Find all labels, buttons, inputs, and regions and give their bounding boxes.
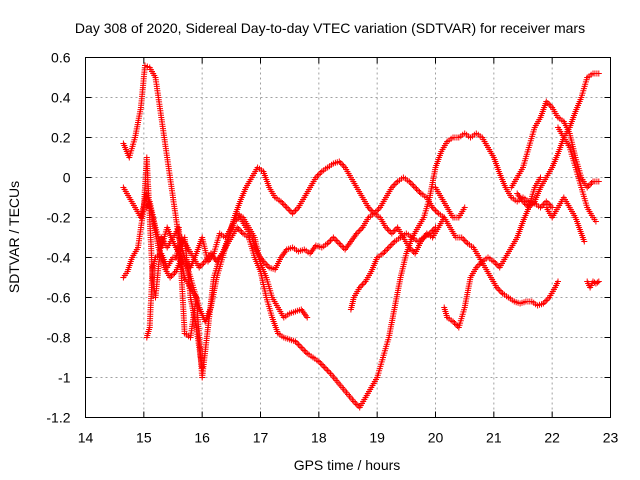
x-tick-label: 20	[428, 430, 444, 446]
series-track-6	[143, 234, 206, 371]
series-track-11	[432, 184, 468, 221]
x-tick-label: 23	[603, 430, 619, 446]
series-track-14	[584, 278, 602, 291]
data-point-markers	[432, 184, 468, 221]
y-tick-label: -0.2	[46, 210, 70, 226]
x-tick-label: 16	[194, 430, 210, 446]
chart-title: Day 308 of 2020, Sidereal Day-to-day VTE…	[75, 20, 585, 36]
series-track-5	[143, 198, 200, 301]
data-point-markers	[143, 234, 206, 371]
y-tick-label: -0.8	[46, 330, 70, 346]
data-point-markers	[508, 98, 602, 191]
series-track-10	[514, 70, 602, 211]
axis-ticks: 14 15 16 17 18 19 20 21 22 23 -1.2 -1 -0.8 -0.6 -0.4 -0…	[46, 50, 618, 446]
y-tick-label: -0.4	[46, 250, 70, 266]
data-point-markers	[514, 70, 602, 211]
x-tick-label: 17	[253, 430, 269, 446]
series-track-2	[120, 130, 556, 411]
y-tick-label: -1.2	[46, 410, 70, 426]
x-axis-label: GPS time / hours	[294, 457, 401, 473]
y-tick-label: 0	[63, 170, 71, 186]
series-track-8	[441, 174, 544, 331]
plot-frame	[85, 57, 611, 418]
series-track-4	[172, 210, 448, 273]
x-tick-label: 18	[311, 430, 327, 446]
data-point-markers	[441, 174, 544, 331]
series-track-7	[347, 224, 439, 313]
y-tick-label: 0.2	[51, 130, 71, 146]
data-plot	[120, 62, 602, 411]
x-tick-label: 19	[369, 430, 385, 446]
data-point-markers	[555, 124, 599, 225]
x-tick-label: 15	[136, 430, 152, 446]
y-tick-label: 0.6	[51, 50, 71, 66]
y-tick-label: -0.6	[46, 290, 70, 306]
series-track-13	[555, 124, 599, 225]
data-point-markers	[143, 198, 200, 301]
y-tick-label: -1	[58, 370, 71, 386]
x-tick-label: 21	[486, 430, 502, 446]
data-point-markers	[347, 224, 439, 313]
data-point-markers	[543, 194, 588, 245]
y-axis-label: SDTVAR / TECUs	[6, 181, 22, 293]
x-tick-label: 14	[78, 430, 94, 446]
series-track-12	[543, 194, 588, 245]
y-tick-label: 0.4	[51, 90, 71, 106]
data-point-markers	[584, 278, 602, 291]
data-point-markers	[120, 130, 556, 411]
data-point-markers	[172, 210, 448, 273]
series-track-9	[508, 98, 602, 191]
x-tick-label: 22	[544, 430, 560, 446]
